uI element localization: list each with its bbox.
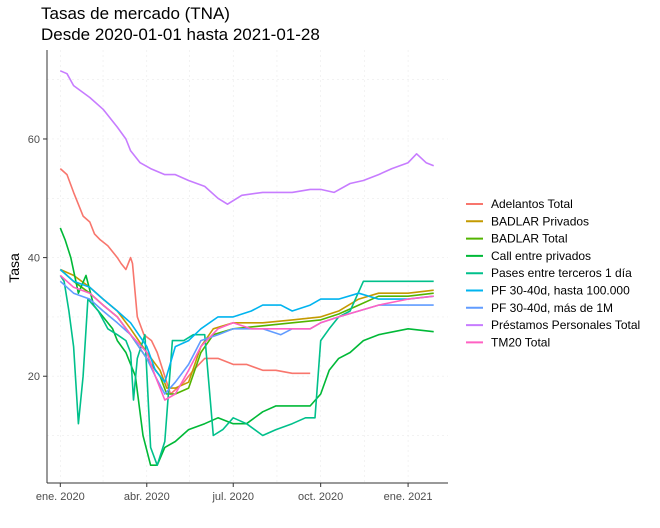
chart-title: Tasas de mercado (TNA) [41,4,230,23]
legend-label-8: TM20 Total [491,335,550,349]
x-tick-label: jul. 2020 [211,491,254,503]
series-line-2 [59,268,434,395]
series-line-7 [59,70,434,205]
y-tick-label: 60 [28,134,40,146]
series-line-5 [59,268,434,383]
legend-label-6: PF 30-40d, más de 1M [491,301,613,315]
x-tick-label: ene. 2021 [384,491,433,503]
series-line-3 [59,227,434,466]
series-line-8 [59,274,434,401]
y-axis-title: Tasa [6,253,22,283]
x-tick-label: ene. 2020 [36,491,85,503]
x-axis-ticks: ene. 2020 abr. 2020 jul. 2020 oct. 2020 ene.… [36,483,433,503]
series-layer [59,70,434,466]
legend-label-1: BADLAR Privados [491,214,589,228]
series-line-4 [59,274,434,466]
y-tick-label: 40 [28,253,40,265]
y-tick-label: 20 [28,371,40,383]
legend-label-5: PF 30-40d, hasta 100.000 [491,284,630,298]
series-line-0 [59,168,311,395]
y-axis-ticks: 20 40 60 [28,134,47,383]
legend-label-7: Préstamos Personales Total [491,318,640,332]
x-tick-label: oct. 2020 [298,491,343,503]
x-tick-label: abr. 2020 [124,491,170,503]
chart-subtitle: Desde 2020-01-01 hasta 2021-01-28 [41,25,320,44]
legend-label-4: Pases entre terceros 1 día [491,266,632,280]
legend-label-3: Call entre privados [491,249,591,263]
legend-label-0: Adelantos Total [491,197,573,211]
grid-lines [47,50,448,483]
legend-label-2: BADLAR Total [491,232,567,246]
legend: Adelantos Total BADLAR Privados BADLAR Tot… [466,197,640,349]
